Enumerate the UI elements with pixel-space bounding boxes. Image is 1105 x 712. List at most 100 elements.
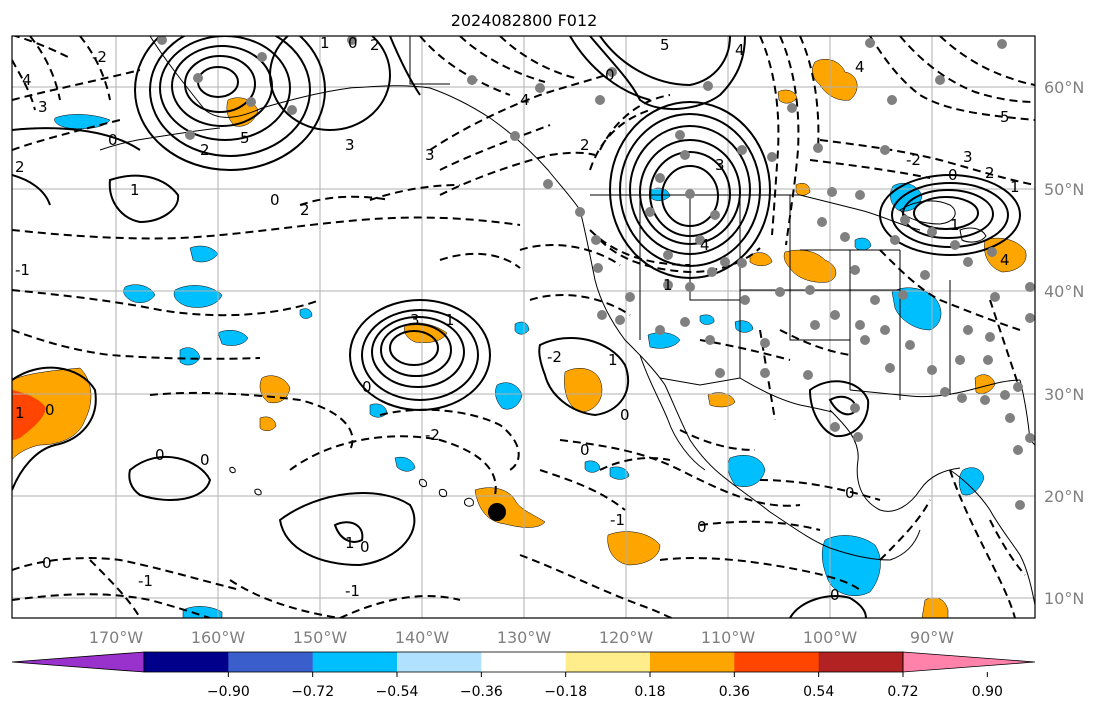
colorbar-tick-label: 0.90 (972, 684, 1003, 700)
contour-label: 3 (963, 148, 973, 166)
colorbar-segment (312, 652, 398, 672)
contour-label: 2 (15, 158, 25, 176)
lon-label: 120°W (599, 628, 654, 647)
colorbar-tick-label: 0.72 (887, 684, 918, 700)
contour-label: 1 (320, 34, 330, 52)
colorbar-tick-label: −0.90 (207, 684, 250, 700)
contour-label: 2 (580, 136, 590, 154)
colorbar-tick-label: 0.54 (803, 684, 834, 700)
lon-label: 90°W (910, 628, 954, 647)
lon-label: 130°W (497, 628, 552, 647)
lat-label: 40°N (1044, 282, 1084, 301)
contour-labels: 3 5 2 1 0 2 3 4 2 0 5 4 3 4 1 -2 0 3 2 1… (15, 34, 1020, 604)
contour-label: -1 (345, 582, 360, 600)
contour-label: 0 (270, 191, 280, 209)
coastlines (99, 36, 1035, 606)
contour-label: -2 (906, 151, 921, 169)
solid-contours (12, 36, 1021, 618)
contour-label: 0 (108, 131, 118, 149)
contour-label: 1 (1010, 178, 1020, 196)
contour-label: -2 (92, 48, 107, 66)
contour-label: 1 (445, 311, 455, 329)
contour-label: 0 (348, 34, 358, 52)
contour-label: 4 (735, 41, 745, 59)
contour-label: 3 (410, 311, 420, 329)
contour-label: 3 (715, 156, 725, 174)
contour-label: 4 (855, 58, 865, 76)
contour-label: 2 (985, 164, 995, 182)
contour-label: 3 (345, 136, 355, 154)
contour-label: 5 (1000, 108, 1010, 126)
lon-label: 140°W (395, 628, 450, 647)
contour-label: 5 (660, 36, 670, 54)
colorbar-tick-label: 0.36 (719, 684, 750, 700)
colorbar-outline (143, 651, 904, 673)
contour-label: 0 (948, 166, 958, 184)
lon-label: 150°W (293, 628, 348, 647)
colorbar-tick-label: 0.18 (634, 684, 665, 700)
lon-label: 160°W (191, 628, 246, 647)
map-area: 3 5 2 1 0 2 3 4 2 0 5 4 3 4 1 -2 0 3 2 1… (12, 34, 1035, 618)
map-frame (11, 35, 1036, 619)
contour-label: 0 (620, 406, 630, 424)
contour-label: 0 (697, 518, 707, 536)
contour-label: 3 (38, 98, 48, 116)
contour-label: 0 (45, 401, 55, 419)
contour-label: 0 (580, 441, 590, 459)
contour-label: 5 (240, 129, 250, 147)
lat-label: 20°N (1044, 487, 1084, 506)
colorbar-extend-high (902, 651, 1036, 673)
contour-label: -2 (547, 348, 562, 366)
lon-label: 110°W (701, 628, 756, 647)
contour-label: 3 (425, 146, 435, 164)
shaded-fields (12, 59, 1027, 618)
lat-label: 60°N (1044, 78, 1084, 97)
contour-label: 2 (370, 36, 380, 54)
contour-label: -2 (425, 426, 440, 444)
colorbar-tick-label: −0.54 (376, 684, 419, 700)
colorbar-segment (734, 652, 820, 672)
station-markers (157, 36, 1035, 510)
colorbar-segment (818, 652, 904, 672)
dashed-contours (12, 36, 1035, 618)
contour-label: 0 (360, 538, 370, 556)
contour-label: 0 (362, 378, 372, 396)
contour-label: -1 (610, 511, 625, 529)
colorbar-segment (228, 652, 314, 672)
lat-label: 10°N (1044, 589, 1084, 608)
contour-label: 0 (155, 446, 165, 464)
contour-label: 1 (345, 534, 355, 552)
colorbar-tick-label: −0.18 (544, 684, 587, 700)
lon-label: 100°W (803, 628, 858, 647)
contour-label: 1 (15, 404, 25, 422)
colorbar-extend-low (11, 651, 145, 673)
contour-label: 1 (950, 216, 960, 234)
contour-label: 4 (22, 71, 32, 89)
colorbar-tick-label: −0.72 (291, 684, 334, 700)
contour-label: 0 (42, 554, 52, 572)
colorbar-segment (481, 652, 567, 672)
contour-label: 0 (845, 484, 855, 502)
contour-label: 0 (605, 66, 615, 84)
contour-label: 2 (300, 201, 310, 219)
contour-label: 4 (700, 236, 710, 254)
colorbar-segment (144, 652, 229, 672)
contour-label: 4 (1000, 251, 1010, 269)
colorbar-segment (565, 652, 651, 672)
colorbar-segment (650, 652, 735, 672)
contour-label: 1 (663, 276, 673, 294)
colorbar: −0.90 −0.72 −0.54 −0.36 −0.18 0.18 0.36 0.54 0.7… (11, 651, 1036, 700)
map-title: 2024082800 F012 (451, 11, 598, 30)
lat-label: 50°N (1044, 180, 1084, 199)
latitude-labels: 60°N 50°N 40°N 30°N 20°N 10°N (1044, 78, 1084, 608)
contour-label: 0 (200, 451, 210, 469)
contour-label: 1 (130, 181, 140, 199)
longitude-labels: 170°W 160°W 150°W 140°W 130°W 120°W 110°… (89, 628, 954, 647)
colorbar-segment (397, 652, 482, 672)
colorbar-tick-label: −0.36 (460, 684, 503, 700)
contour-label: 1 (608, 351, 618, 369)
storm-marker (488, 503, 506, 521)
contour-label: 4 (520, 91, 530, 109)
lon-label: 170°W (89, 628, 144, 647)
